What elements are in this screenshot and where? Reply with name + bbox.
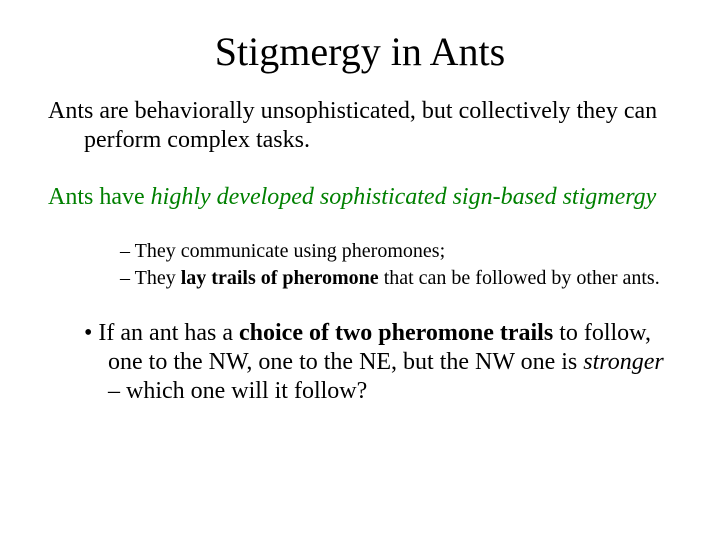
para2-plain: Ants have — [48, 184, 151, 210]
sub-item-1: – They communicate using pheromones; — [120, 239, 672, 264]
sub-list: – They communicate using pheromones; – T… — [48, 239, 672, 291]
bullet-marker: • — [84, 320, 98, 346]
bullet-italic: stronger — [583, 349, 663, 375]
dash-marker: – — [120, 267, 135, 289]
dash-marker: – — [120, 240, 135, 262]
sub2-pre: They — [135, 267, 181, 289]
stigmergy-paragraph: Ants have highly developed sophisticated… — [48, 183, 672, 212]
sub2-post: that can be followed by other ants. — [379, 267, 660, 289]
bullet-post: – which one will it follow? — [108, 378, 367, 404]
slide-title: Stigmergy in Ants — [48, 28, 672, 75]
bullet-pre: If an ant has a — [98, 320, 239, 346]
sub2-bold: lay trails of pheromone — [181, 267, 379, 289]
intro-paragraph: Ants are behaviorally unsophisticated, b… — [48, 97, 672, 155]
bullet-list: • If an ant has a choice of two pheromon… — [48, 319, 672, 405]
bullet-item-1: • If an ant has a choice of two pheromon… — [84, 319, 672, 405]
slide: Stigmergy in Ants Ants are behaviorally … — [0, 0, 720, 540]
sub1-text: They communicate using pheromones; — [135, 240, 445, 262]
para2-italic: highly developed sophisticated sign-base… — [151, 184, 657, 210]
sub-item-2: – They lay trails of pheromone that can … — [120, 266, 672, 291]
bullet-bold: choice of two pheromone trails — [239, 320, 553, 346]
